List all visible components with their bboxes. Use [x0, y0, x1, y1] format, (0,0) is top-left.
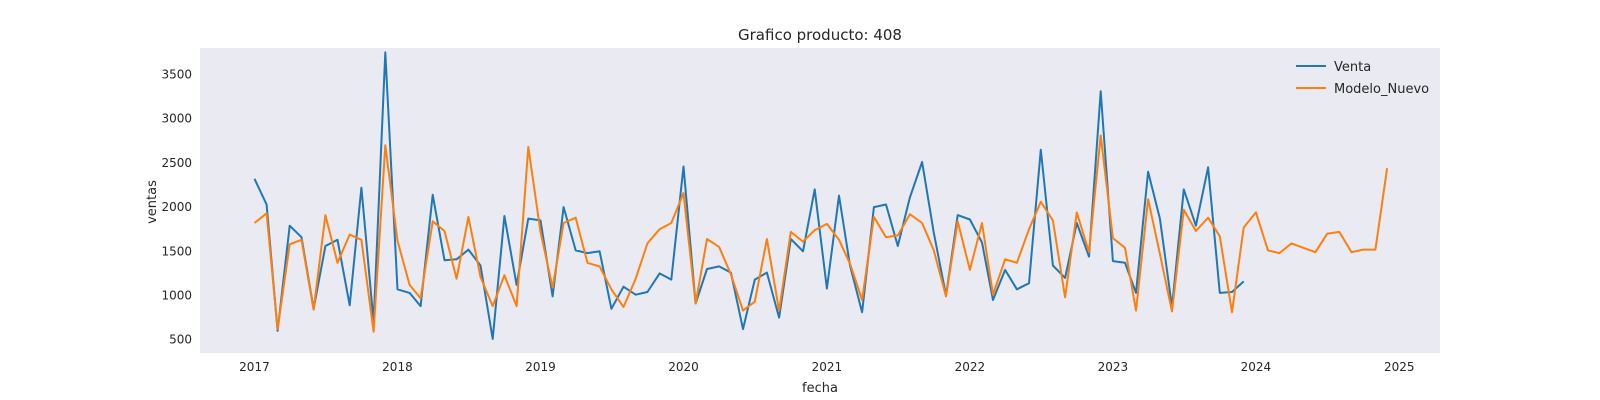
- y-tick-label: 3000: [161, 112, 192, 126]
- legend: Venta Modelo_Nuevo: [1296, 60, 1429, 97]
- x-tick-label: 2022: [955, 360, 986, 374]
- plot-area: [200, 48, 1440, 353]
- series-lines: [253, 51, 1389, 340]
- x-tick-label: 2021: [812, 360, 843, 374]
- y-tick-label: 2500: [161, 156, 192, 170]
- x-tick-label: 2019: [525, 360, 556, 374]
- x-axis-label: fecha: [802, 381, 838, 396]
- y-tick-labels: 500 1000 1500 2000 2500 3000 3500: [161, 68, 192, 347]
- x-tick-label: 2025: [1384, 360, 1415, 374]
- x-tick-label: 2020: [668, 360, 699, 374]
- y-tick-label: 500: [169, 333, 192, 347]
- legend-label-venta: Venta: [1334, 60, 1371, 75]
- legend-label-modelo-nuevo: Modelo_Nuevo: [1334, 82, 1429, 97]
- y-tick-label: 1000: [161, 289, 192, 303]
- y-tick-label: 1500: [161, 244, 192, 258]
- x-tick-label: 2024: [1241, 360, 1272, 374]
- y-axis-label: ventas: [145, 180, 160, 224]
- y-tick-label: 3500: [161, 68, 192, 82]
- x-tick-label: 2023: [1098, 360, 1129, 374]
- x-tick-label: 2018: [382, 360, 413, 374]
- series-line-venta: [253, 51, 1245, 340]
- x-tick-label: 2017: [239, 360, 270, 374]
- y-tick-label: 2000: [161, 200, 192, 214]
- series-line-modelo-nuevo: [253, 134, 1389, 333]
- x-tick-labels: 2017 2018 2019 2020 2021 2022 2023 2024 2025: [239, 360, 1414, 374]
- chart-title: Grafico producto: 408: [738, 26, 902, 44]
